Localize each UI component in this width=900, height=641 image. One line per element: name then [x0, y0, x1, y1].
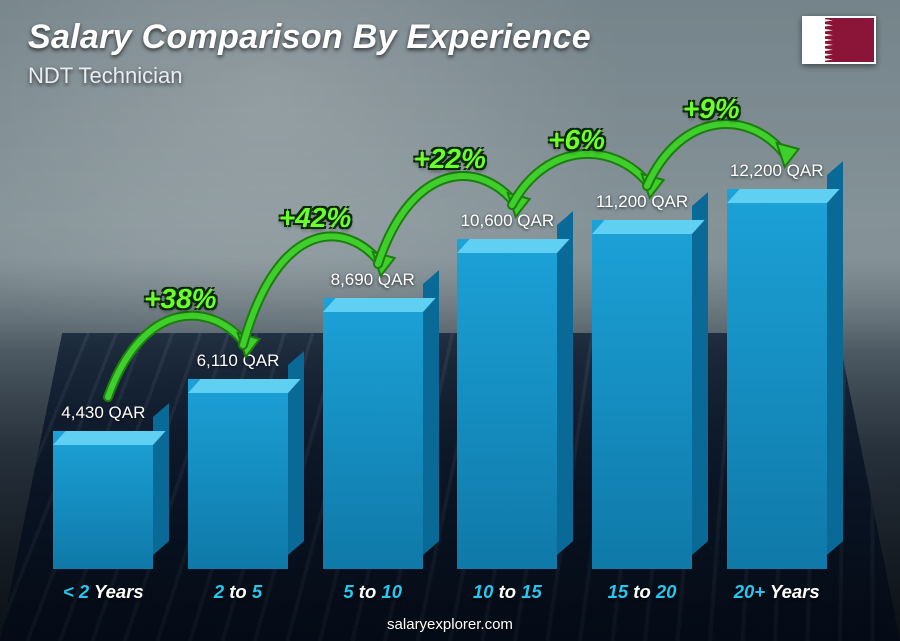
bar — [457, 239, 557, 569]
x-axis-label: 5 to 10 — [305, 581, 440, 603]
bar — [592, 220, 692, 569]
bar — [323, 298, 423, 569]
x-axis-label: 20+ Years — [709, 581, 844, 603]
x-axis-labels: < 2 Years2 to 55 to 1010 to 1515 to 2020… — [36, 581, 844, 603]
bar-value-label: 12,200 QAR — [730, 161, 824, 181]
bar-value-label: 8,690 QAR — [331, 270, 415, 290]
bar-value-label: 6,110 QAR — [197, 351, 280, 371]
footer-source: salaryexplorer.com — [0, 616, 900, 633]
bar-column: 8,690 QAR — [305, 270, 440, 569]
growth-delta-label: +38% — [144, 283, 216, 315]
bar-value-label: 11,200 QAR — [596, 192, 688, 212]
growth-delta-label: +42% — [279, 202, 351, 234]
qatar-flag-icon — [802, 16, 876, 64]
bar-column: 10,600 QAR — [440, 211, 575, 569]
bar — [53, 431, 153, 569]
bar-column: 6,110 QAR — [171, 351, 306, 569]
page-subtitle: NDT Technician — [28, 63, 591, 89]
page-title: Salary Comparison By Experience — [28, 18, 591, 57]
x-axis-label: < 2 Years — [36, 581, 171, 603]
growth-delta-label: +6% — [548, 124, 605, 156]
bar-value-label: 10,600 QAR — [461, 211, 555, 231]
bar-column: 4,430 QAR — [36, 403, 171, 569]
header: Salary Comparison By Experience NDT Tech… — [28, 18, 591, 89]
bar-column: 11,200 QAR — [575, 192, 710, 569]
x-axis-label: 15 to 20 — [575, 581, 710, 603]
bar-value-label: 4,430 QAR — [61, 403, 145, 423]
x-axis-label: 2 to 5 — [171, 581, 306, 603]
bar — [188, 379, 288, 569]
salary-bar-chart: 4,430 QAR 6,110 QAR 8,690 QAR 10,600 QAR 11,… — [36, 99, 844, 569]
growth-delta-label: +22% — [414, 143, 486, 175]
x-axis-label: 10 to 15 — [440, 581, 575, 603]
bar — [727, 189, 827, 569]
bar-column: 12,200 QAR — [709, 161, 844, 569]
